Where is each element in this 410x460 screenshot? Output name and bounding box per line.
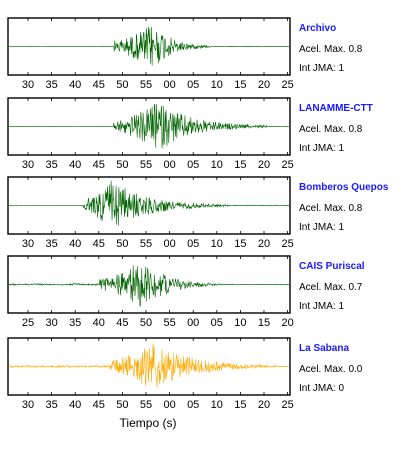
tick-label: 35 [45,79,57,91]
acel-max-label: Acel. Max. 0.8 [299,203,363,214]
tick-label: 50 [116,399,128,411]
tick-label: 25 [281,79,293,91]
tick-label: 55 [140,159,152,171]
tick-label: 55 [163,317,175,329]
tick-label: 40 [69,399,81,411]
tick-label: 35 [45,399,57,411]
acel-max-label: Acel. Max. 0.8 [299,124,363,135]
tick-label: 05 [187,399,199,411]
tick-label: 05 [187,159,199,171]
tick-label: 10 [211,238,223,250]
acel-max-label: Acel. Max. 0.0 [299,364,363,375]
tick-label: 20 [258,79,270,91]
tick-label: 15 [234,399,246,411]
jma-intensity-label: Int JMA: 0 [299,383,344,394]
tick-label: 40 [69,238,81,250]
station-name: LANAMME-CTT [299,103,373,114]
tick-label: 05 [211,317,223,329]
tick-label: 00 [163,159,175,171]
tick-label: 50 [116,159,128,171]
tick-label: 30 [22,159,34,171]
station-panel: 30 35 40 45 50 55 00 05 10 15 20 25 LANAMME-CTT Acel.… [7,97,373,171]
tick-label: 05 [187,79,199,91]
x-axis-label: Tiempo (s) [120,416,177,430]
tick-label: 50 [140,317,152,329]
tick-label: 15 [234,159,246,171]
tick-label: 10 [211,79,223,91]
tick-label: 50 [116,79,128,91]
tick-label: 40 [69,159,81,171]
station-name: CAIS Puriscal [299,261,365,272]
tick-label: 35 [45,159,57,171]
station-name: Archivo [299,23,336,34]
tick-label: 35 [45,238,57,250]
tick-label: 30 [22,79,34,91]
tick-label: 45 [116,317,128,329]
tick-label: 45 [93,159,105,171]
tick-label: 15 [258,317,270,329]
tick-label: 20 [281,317,293,329]
tick-label: 55 [140,399,152,411]
waveform-trace [8,180,290,226]
station-panel: 30 35 40 45 50 55 00 05 10 15 20 25 Archivo Acel. Max… [7,17,363,91]
tick-label: 40 [69,79,81,91]
tick-label: 55 [140,79,152,91]
tick-label: 45 [93,399,105,411]
tick-label: 30 [45,317,57,329]
station-panel: 30 35 40 45 50 55 00 05 10 15 20 25 Bomberos Quepos A… [7,176,389,250]
tick-label: 00 [163,238,175,250]
tick-label: 25 [281,399,293,411]
waveform-trace [8,26,289,66]
acel-max-label: Acel. Max. 0.8 [299,44,363,55]
station-panel: 30 35 40 45 50 55 00 05 10 15 20 25 La Sabana Acel. M… [7,337,363,411]
waveform-trace [8,103,289,149]
tick-label: 15 [234,79,246,91]
tick-label: 35 [69,317,81,329]
station-name: Bomberos Quepos [299,182,389,193]
tick-label: 10 [211,159,223,171]
jma-intensity-label: Int JMA: 1 [299,143,344,154]
tick-label: 00 [163,79,175,91]
tick-label: 25 [281,238,293,250]
tick-label: 45 [93,79,105,91]
tick-label: 10 [211,399,223,411]
tick-label: 20 [258,399,270,411]
waveform-trace [8,265,289,307]
tick-label: 40 [93,317,105,329]
tick-label: 10 [234,317,246,329]
station-name: La Sabana [299,343,349,354]
tick-label: 25 [22,317,34,329]
tick-label: 15 [234,238,246,250]
tick-label: 55 [140,238,152,250]
tick-label: 00 [187,317,199,329]
tick-label: 30 [22,399,34,411]
tick-label: 25 [281,159,293,171]
jma-intensity-label: Int JMA: 1 [299,301,344,312]
jma-intensity-label: Int JMA: 1 [299,63,344,74]
station-panel: 25 30 35 40 45 50 55 00 05 10 15 20 CAIS Puriscal Ace… [7,255,365,329]
tick-label: 30 [22,238,34,250]
acel-max-label: Acel. Max. 0.7 [299,282,363,293]
jma-intensity-label: Int JMA: 1 [299,222,344,233]
waveform-trace [8,343,289,388]
tick-label: 00 [163,399,175,411]
tick-label: 50 [116,238,128,250]
tick-label: 20 [258,238,270,250]
tick-label: 45 [93,238,105,250]
tick-label: 05 [187,238,199,250]
tick-label: 20 [258,159,270,171]
